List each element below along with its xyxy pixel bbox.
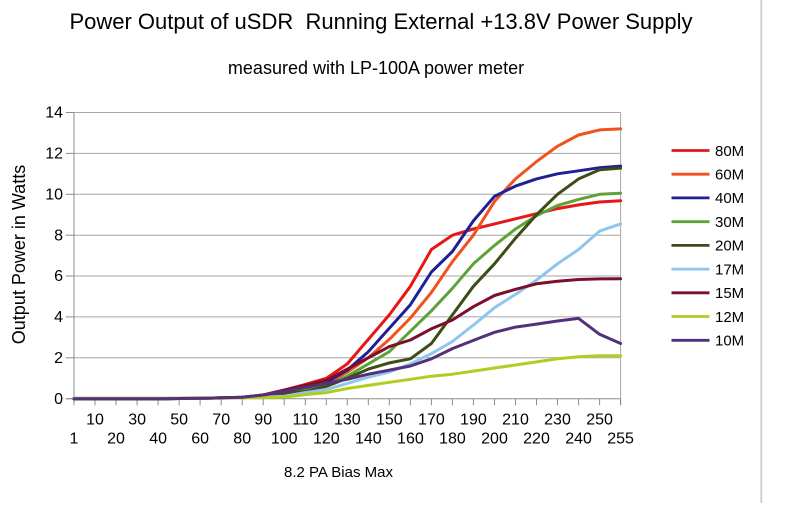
svg-text:255: 255 — [607, 431, 634, 448]
svg-text:12: 12 — [45, 146, 63, 163]
svg-text:150: 150 — [376, 412, 403, 429]
svg-text:130: 130 — [334, 412, 361, 429]
svg-text:10: 10 — [45, 187, 63, 204]
svg-text:30: 30 — [128, 412, 146, 429]
svg-text:measured with LP-100A power me: measured with LP-100A power meter — [228, 58, 524, 78]
svg-text:90: 90 — [254, 412, 272, 429]
svg-text:230: 230 — [544, 412, 571, 429]
svg-text:100: 100 — [271, 431, 298, 448]
svg-text:180: 180 — [439, 431, 466, 448]
svg-text:Output Power in Watts: Output Power in Watts — [9, 165, 29, 344]
svg-text:240: 240 — [565, 431, 592, 448]
svg-text:210: 210 — [502, 412, 529, 429]
svg-text:14: 14 — [45, 105, 63, 122]
svg-text:60: 60 — [191, 431, 209, 448]
svg-text:250: 250 — [586, 412, 613, 429]
svg-text:190: 190 — [460, 412, 487, 429]
svg-text:15M: 15M — [715, 285, 744, 302]
svg-text:4: 4 — [54, 309, 63, 326]
svg-text:0: 0 — [54, 391, 63, 408]
svg-text:60M: 60M — [715, 167, 744, 184]
svg-text:120: 120 — [313, 431, 340, 448]
svg-text:80: 80 — [233, 431, 251, 448]
svg-text:8.2 PA Bias Max: 8.2 PA Bias Max — [284, 464, 393, 481]
svg-text:200: 200 — [481, 431, 508, 448]
svg-text:6: 6 — [54, 268, 63, 285]
svg-text:160: 160 — [397, 431, 424, 448]
svg-text:10M: 10M — [715, 333, 744, 350]
svg-text:17M: 17M — [715, 261, 744, 278]
svg-text:10: 10 — [86, 412, 104, 429]
svg-text:140: 140 — [355, 431, 382, 448]
svg-text:Power Output of uSDR Running: Power Output of uSDR Running External +1… — [69, 9, 692, 34]
svg-text:40M: 40M — [715, 190, 744, 207]
svg-text:80M: 80M — [715, 143, 744, 160]
svg-text:170: 170 — [418, 412, 445, 429]
svg-text:70: 70 — [212, 412, 230, 429]
svg-text:110: 110 — [293, 412, 319, 429]
svg-text:20: 20 — [107, 431, 125, 448]
svg-text:8: 8 — [54, 227, 63, 244]
svg-text:30M: 30M — [715, 214, 744, 231]
svg-text:50: 50 — [170, 412, 188, 429]
svg-text:20M: 20M — [715, 238, 744, 255]
svg-text:2: 2 — [54, 350, 63, 367]
svg-text:1: 1 — [70, 431, 79, 448]
svg-text:220: 220 — [523, 431, 550, 448]
svg-text:12M: 12M — [715, 309, 744, 326]
svg-text:40: 40 — [149, 431, 167, 448]
